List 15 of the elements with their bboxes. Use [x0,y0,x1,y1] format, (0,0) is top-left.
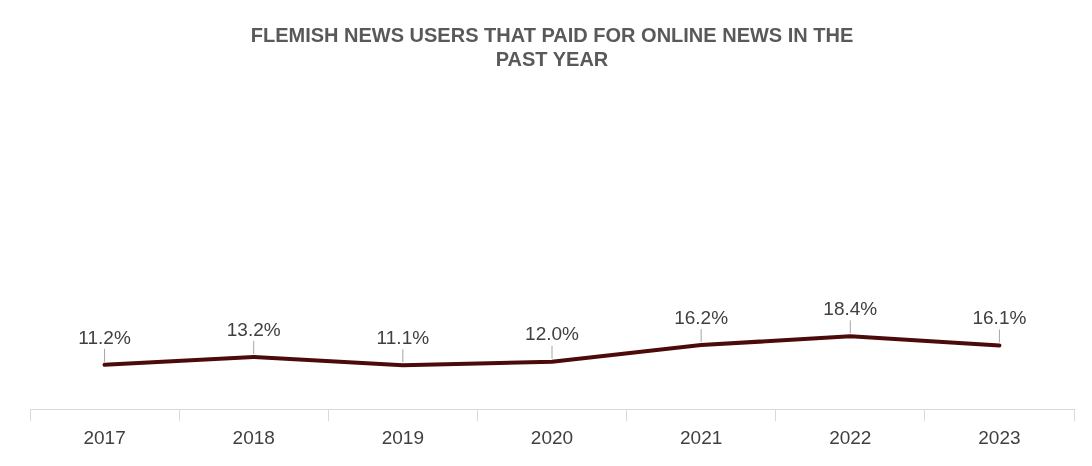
data-label: 18.4% [823,298,878,320]
x-tick-label: 2018 [232,426,275,448]
x-tick-label: 2023 [978,426,1021,448]
data-label: 16.2% [674,306,729,328]
x-tick-label: 2020 [530,426,574,448]
data-label: 11.1% [376,326,430,348]
data-label: 12.0% [525,323,580,345]
chart-title: FLEMISH NEWS USERS THAT PAID FOR ONLINE NEWS IN THE PAST YEAR [250,23,854,70]
data-label: 11.2% [78,326,131,348]
x-tick-label: 2019 [381,426,424,448]
data-label: 16.1% [972,307,1027,329]
x-tick-label: 2022 [829,426,872,448]
x-tick-label: 2021 [680,426,723,448]
x-tick-label: 2017 [83,426,126,448]
data-label: 13.2% [226,318,281,340]
